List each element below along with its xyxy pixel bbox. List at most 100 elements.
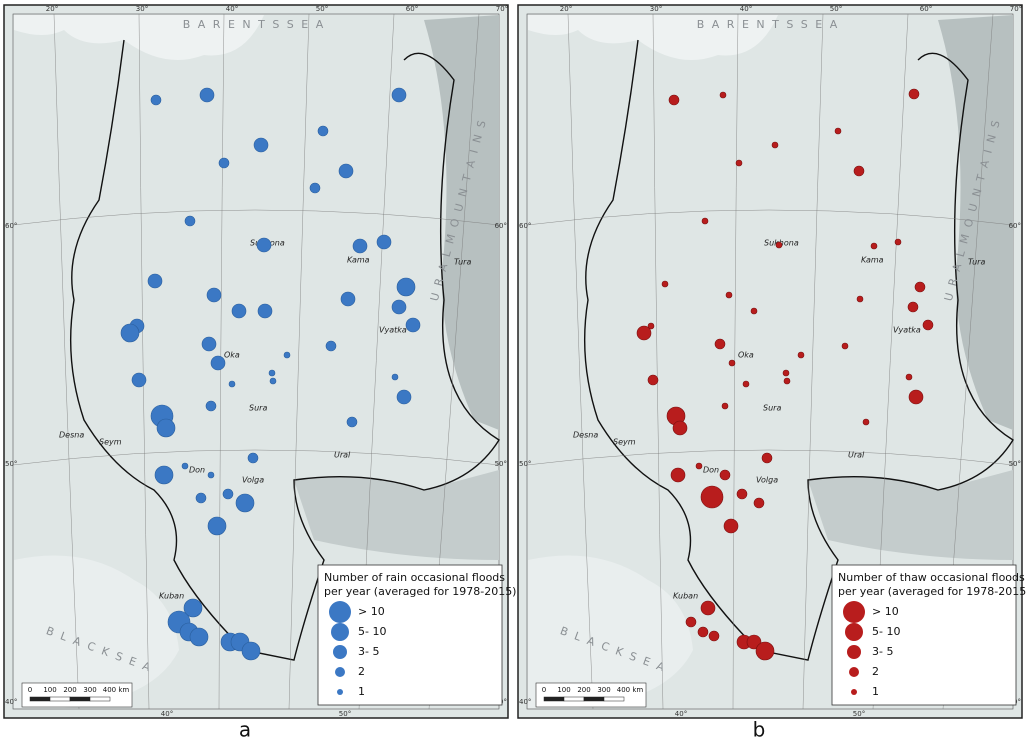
legend-title: Number of rain occasional floods bbox=[324, 571, 505, 584]
flood-point bbox=[231, 303, 247, 319]
graticule-label: 50° bbox=[495, 460, 507, 468]
legend-symbol bbox=[845, 623, 863, 641]
river-label: Oka bbox=[738, 351, 754, 360]
graticule-line bbox=[652, 13, 664, 710]
flood-point bbox=[661, 280, 669, 288]
river-label: Ural bbox=[334, 451, 351, 460]
scale-segment bbox=[89, 696, 111, 702]
flood-point bbox=[672, 420, 688, 436]
scale-label: 300 bbox=[597, 686, 610, 694]
river-label: Oka bbox=[224, 351, 240, 360]
scale-label: 400 km bbox=[617, 686, 644, 694]
graticule-label: 70° bbox=[496, 5, 508, 13]
graticule-line bbox=[12, 209, 500, 226]
basin-border bbox=[583, 39, 1014, 661]
scale-segment bbox=[543, 696, 565, 702]
graticule-label: 20° bbox=[46, 5, 58, 13]
legend-label: > 10 bbox=[358, 605, 385, 618]
flood-point bbox=[269, 377, 277, 385]
legend-title: per year (averaged for 1978-2015) bbox=[324, 585, 516, 598]
sea-area bbox=[528, 15, 778, 60]
river-label: Volga bbox=[756, 476, 778, 485]
flood-point bbox=[207, 516, 227, 536]
legend-label: 2 bbox=[358, 665, 365, 678]
flood-point bbox=[396, 389, 412, 405]
flood-point bbox=[391, 373, 399, 381]
legend-symbol bbox=[331, 623, 349, 641]
graticule-label: 20° bbox=[560, 5, 572, 13]
graticule-label: 70° bbox=[1010, 5, 1022, 13]
flood-point bbox=[719, 91, 727, 99]
river-label: Kuban bbox=[159, 592, 184, 601]
flood-point bbox=[391, 299, 407, 315]
flood-point bbox=[228, 380, 236, 388]
flood-point bbox=[346, 416, 358, 428]
legend-label: 1 bbox=[358, 685, 365, 698]
river-label: Ural bbox=[848, 451, 865, 460]
flood-point bbox=[120, 323, 140, 343]
graticule-label: 60° bbox=[5, 222, 17, 230]
flood-point bbox=[753, 497, 765, 509]
river-label: Kama bbox=[861, 256, 884, 265]
graticule-line bbox=[567, 13, 594, 710]
graticule-line bbox=[526, 209, 1014, 226]
legend-symbol bbox=[847, 645, 861, 659]
river-label: Desna bbox=[573, 431, 598, 440]
scale-segment bbox=[29, 696, 51, 702]
flood-point bbox=[697, 626, 709, 638]
graticule-label: 60° bbox=[406, 5, 418, 13]
flood-point bbox=[154, 465, 174, 485]
flood-point bbox=[685, 616, 697, 628]
graticule-label: 40° bbox=[226, 5, 238, 13]
flood-point bbox=[207, 471, 215, 479]
flood-point bbox=[668, 94, 680, 106]
graticule-label: 50° bbox=[339, 710, 351, 718]
legend-label: 3- 5 bbox=[358, 645, 379, 658]
scale-label: 200 bbox=[577, 686, 590, 694]
flood-point bbox=[376, 234, 392, 250]
flood-point bbox=[853, 165, 865, 177]
river-label: Kama bbox=[347, 256, 370, 265]
flood-point bbox=[719, 469, 731, 481]
river-label: Seym bbox=[99, 438, 122, 447]
flood-point bbox=[723, 518, 739, 534]
legend-title: per year (averaged for 1978-2015) bbox=[838, 585, 1026, 598]
legend-symbol bbox=[851, 689, 857, 695]
scale-label: 300 bbox=[83, 686, 96, 694]
flood-point bbox=[147, 273, 163, 289]
graticule-label: 50° bbox=[316, 5, 328, 13]
flood-point bbox=[206, 287, 222, 303]
river-label: Volga bbox=[242, 476, 264, 485]
flood-point bbox=[257, 303, 273, 319]
scale-label: 400 km bbox=[103, 686, 130, 694]
flood-point bbox=[870, 242, 878, 250]
river-label: Kuban bbox=[673, 592, 698, 601]
flood-point bbox=[908, 88, 920, 100]
flood-point bbox=[156, 418, 176, 438]
flood-point bbox=[761, 452, 773, 464]
flood-point bbox=[253, 137, 269, 153]
flood-point bbox=[783, 377, 791, 385]
graticule-label: 30° bbox=[650, 5, 662, 13]
river-label: Vyatka bbox=[893, 326, 921, 335]
flood-point bbox=[199, 87, 215, 103]
river-label: Don bbox=[703, 466, 719, 475]
sea-label: B A R E N T S S E A bbox=[183, 18, 326, 31]
flood-point bbox=[338, 163, 354, 179]
legend-symbol bbox=[333, 645, 347, 659]
sea-area bbox=[528, 555, 693, 708]
flood-point bbox=[700, 485, 724, 509]
graticule-label: 50° bbox=[5, 460, 17, 468]
flood-point bbox=[283, 351, 291, 359]
graticule-label: 50° bbox=[853, 710, 865, 718]
graticule-line bbox=[526, 449, 1014, 466]
flood-point bbox=[636, 325, 652, 341]
scale-segment bbox=[49, 696, 71, 702]
scale-segment bbox=[603, 696, 625, 702]
flood-point bbox=[714, 338, 726, 350]
river-label: Vyatka bbox=[379, 326, 407, 335]
scale-segment bbox=[69, 696, 91, 702]
flood-point bbox=[735, 159, 743, 167]
flood-point bbox=[908, 389, 924, 405]
